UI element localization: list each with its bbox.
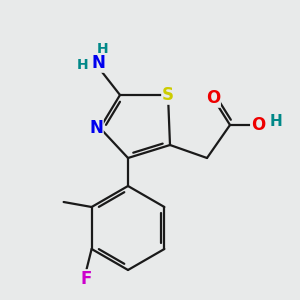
Text: H: H bbox=[270, 115, 282, 130]
Text: S: S bbox=[162, 86, 174, 104]
Text: O: O bbox=[251, 116, 265, 134]
Text: F: F bbox=[81, 270, 92, 288]
Text: N: N bbox=[91, 54, 105, 72]
Text: H: H bbox=[97, 42, 109, 56]
Text: H: H bbox=[77, 58, 89, 72]
Text: N: N bbox=[89, 119, 103, 137]
Text: O: O bbox=[206, 89, 220, 107]
